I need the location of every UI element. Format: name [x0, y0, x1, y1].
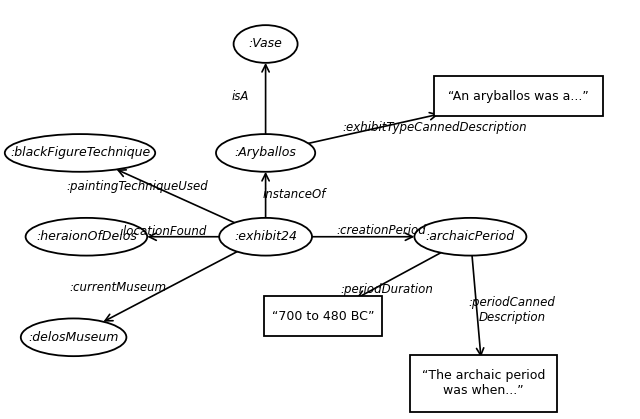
- FancyBboxPatch shape: [264, 297, 383, 336]
- Text: “The archaic period
was when...”: “The archaic period was when...”: [422, 370, 545, 397]
- Text: :periodDuration: :periodDuration: [340, 282, 434, 296]
- Ellipse shape: [219, 218, 312, 256]
- Text: :heraionOfDelos: :heraionOfDelos: [36, 230, 137, 243]
- Text: :creationPeriod: :creationPeriod: [336, 224, 426, 237]
- Text: :locationFound: :locationFound: [120, 225, 207, 238]
- FancyBboxPatch shape: [410, 355, 557, 411]
- Text: :paintingTechniqueUsed: :paintingTechniqueUsed: [67, 180, 209, 193]
- Ellipse shape: [21, 318, 127, 356]
- Text: :blackFigureTechnique: :blackFigureTechnique: [10, 146, 150, 160]
- Text: :currentMuseum: :currentMuseum: [70, 280, 167, 294]
- Text: :Aryballos: :Aryballos: [235, 146, 296, 160]
- Text: “An aryballos was a...”: “An aryballos was a...”: [448, 90, 589, 103]
- Text: :exhibit24: :exhibit24: [234, 230, 297, 243]
- Text: :periodCanned
Description: :periodCanned Description: [468, 296, 556, 324]
- Ellipse shape: [26, 218, 147, 256]
- Ellipse shape: [234, 25, 298, 63]
- Text: isA: isA: [231, 90, 249, 103]
- Text: :delosMuseum: :delosMuseum: [28, 331, 119, 344]
- Text: :exhibitTypeCannedDescription: :exhibitTypeCannedDescription: [343, 121, 527, 134]
- Ellipse shape: [415, 218, 526, 256]
- Text: :archaicPeriod: :archaicPeriod: [426, 230, 515, 243]
- Text: :Vase: :Vase: [249, 37, 282, 51]
- Ellipse shape: [5, 134, 155, 172]
- Text: “700 to 480 BC”: “700 to 480 BC”: [272, 310, 374, 323]
- Ellipse shape: [216, 134, 315, 172]
- FancyBboxPatch shape: [434, 76, 604, 116]
- Text: instanceOf: instanceOf: [262, 188, 326, 202]
